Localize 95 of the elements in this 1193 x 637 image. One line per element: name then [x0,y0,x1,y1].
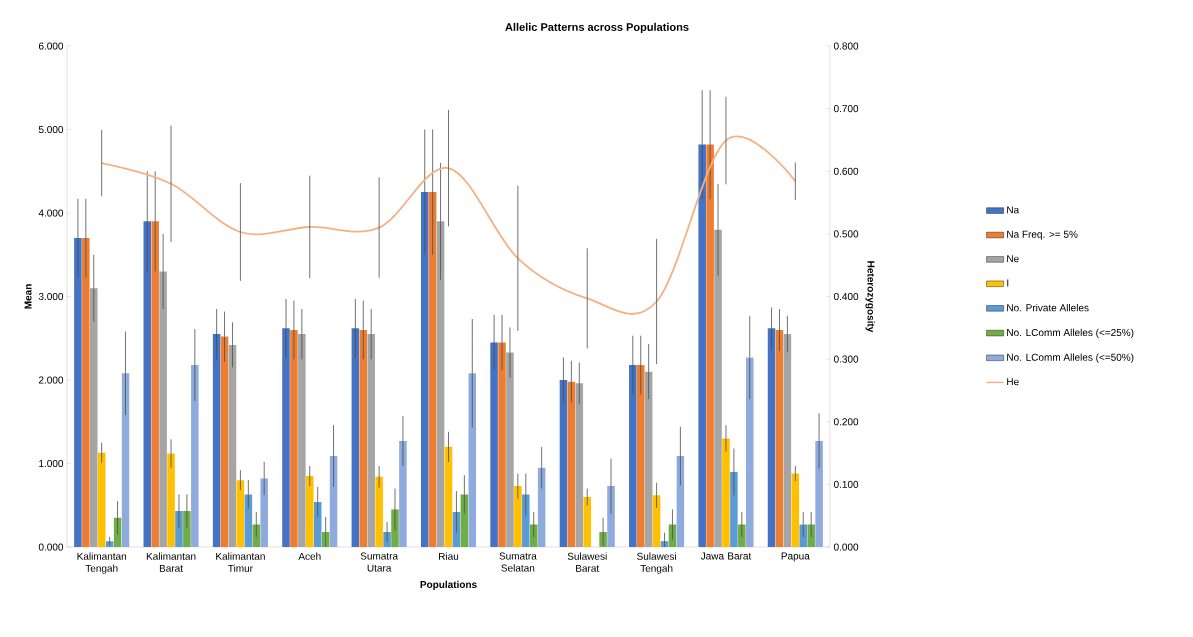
bar [428,192,437,547]
bar [282,328,290,547]
bar [698,144,706,547]
bar [151,221,159,547]
bar [97,452,106,547]
y2-tick-label: 0.700 [833,105,859,113]
bar [775,329,784,547]
bar [298,334,306,547]
x-tick-label: Kalimantan Timur [216,552,265,572]
bar [583,496,591,547]
bar [815,440,823,547]
bar [745,357,754,547]
bar [652,495,661,547]
x-tick-label: Kalimantan Tengah [77,552,127,574]
bar [629,364,637,547]
y-axis-title: Mean [24,284,32,309]
bar [74,238,82,547]
bar [444,446,453,547]
bar [143,221,152,547]
x-axis-title: Populations [420,580,477,591]
y2-tick-label: 0.100 [833,480,859,488]
y-tick-label: 4.000 [38,209,64,217]
y2-tick-label: 0.500 [833,230,859,238]
x-tick-label: Sulawesi Barat [567,552,607,572]
legend-label: Ne [1007,255,1019,263]
bar [375,476,383,547]
bar [167,453,175,547]
bar [506,352,514,547]
bar [212,334,221,547]
bar [636,364,645,547]
legend-label: He [1007,378,1019,386]
bar [767,328,776,547]
bar [290,329,298,547]
y-tick-label: 0.000 [38,543,64,551]
legend-label: I [1007,279,1009,287]
bar [490,342,498,547]
bar [514,486,522,547]
bar [559,380,568,547]
bar [714,229,722,547]
bar [436,221,445,547]
y2-tick-label: 0.000 [833,543,859,551]
x-tick-label: Riau [439,552,459,560]
y2-tick-label: 0.600 [833,167,859,175]
bar [783,334,792,547]
bar [399,440,407,547]
y-tick-label: 5.000 [38,125,64,134]
y-tick-label: 1.000 [39,459,64,468]
x-tick-label: Sumatra Utara [360,552,399,572]
bar [89,288,98,547]
y2-tick-label: 0.400 [833,292,859,301]
bar [567,381,576,547]
bar [359,329,368,547]
legend-label: No. Private Alleles [1007,303,1089,312]
legend-label: Na Freq. >= 5% [1007,230,1078,240]
y-tick-label: 3.000 [38,292,64,301]
y2-tick-label: 0.800 [833,42,859,50]
bar [236,480,245,547]
bar [791,473,800,547]
bar [644,371,653,547]
bar [522,494,530,547]
bar [351,328,360,547]
bar [706,144,714,547]
x-tick-label: Jawa Barat [700,552,752,560]
x-tick-label: Aceh [298,552,321,560]
bar [367,334,375,547]
bar [537,467,546,547]
bar [722,438,730,547]
bar [420,192,429,547]
bar [228,344,237,547]
chart-title: Allelic Patterns across Populations [505,22,689,34]
bar [575,383,584,547]
bar [260,478,268,547]
x-tick-label: Sulawesi Tengah [637,552,676,574]
y-tick-label: 2.000 [38,376,64,384]
y2-tick-label: 0.300 [833,355,859,363]
legend-label: Na [1007,206,1020,214]
y2-tick-label: 0.200 [833,418,859,426]
legend-label: No. LComm Alleles (<=50%) [1007,353,1134,363]
x-tick-label: Papua [781,552,810,562]
bar [498,342,506,547]
y-tick-label: 6.000 [38,42,64,50]
x-tick-label: Kalimantan Barat [146,552,196,572]
bar [244,494,253,547]
x-tick-label: Sumatra Selatan [499,552,537,572]
bar [730,471,738,547]
bar [191,364,199,547]
bar [220,336,229,547]
bar [313,501,322,547]
bar [159,271,167,547]
y2-axis-title: Heterozygosity [865,261,875,333]
bar [306,476,314,547]
bar [460,494,469,547]
bar [82,238,90,547]
bar [121,373,130,547]
legend-label: No. LComm Alleles (<=25%) [1007,328,1134,339]
